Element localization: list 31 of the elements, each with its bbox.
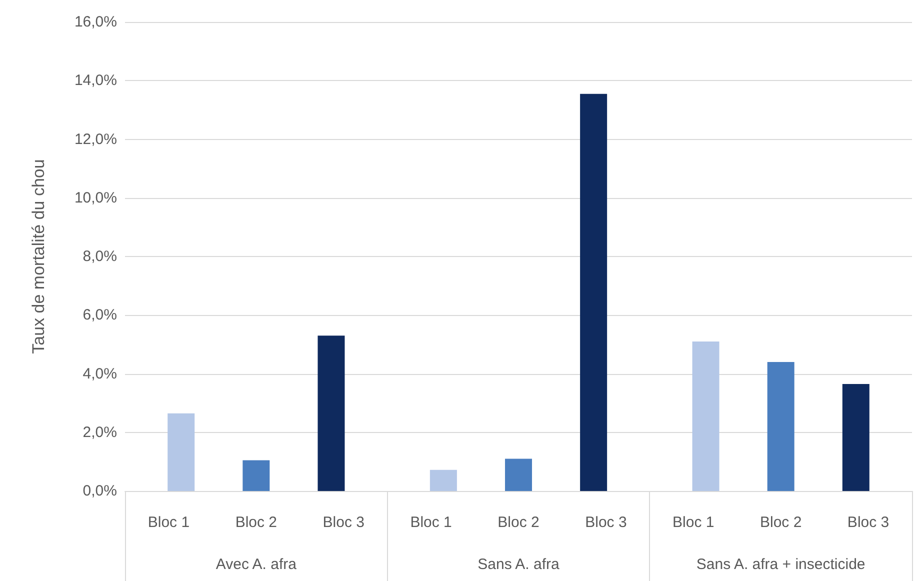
bar bbox=[168, 413, 195, 491]
y-tick-label: 8,0% bbox=[82, 248, 117, 265]
y-tick-label: 0,0% bbox=[82, 482, 117, 500]
y-tick-label: 4,0% bbox=[82, 365, 117, 382]
x-tick-label: Sans A. afra bbox=[478, 556, 560, 573]
y-tick-label: 16,0% bbox=[74, 14, 117, 30]
x-tick-label: Sans A. afra + insecticide bbox=[696, 556, 866, 573]
y-tick-label: 14,0% bbox=[74, 72, 117, 90]
text: Bloc 3 bbox=[847, 514, 890, 531]
bar bbox=[505, 458, 532, 491]
bar bbox=[242, 460, 270, 491]
y-tick-label: 2,0% bbox=[82, 424, 117, 441]
y-tick-label: 12,0% bbox=[74, 130, 117, 148]
y-tick-label: 10,0% bbox=[74, 189, 117, 206]
text: Bloc 1 bbox=[410, 514, 452, 531]
series-label: Bloc 2 bbox=[760, 514, 802, 531]
y-axis-title: Taux de mortalité du chou bbox=[29, 159, 48, 354]
bar bbox=[842, 384, 870, 491]
text: Bloc 1 bbox=[672, 514, 714, 531]
series-label: Bloc 1 bbox=[148, 514, 190, 531]
bar bbox=[692, 342, 720, 491]
y-tick-label: 6,0% bbox=[82, 306, 117, 324]
bar bbox=[318, 336, 345, 491]
x-tick-label: Avec A. afra bbox=[216, 556, 298, 573]
bar bbox=[767, 362, 794, 491]
series-label: Bloc 3 bbox=[322, 514, 364, 531]
text: Bloc 3 bbox=[585, 514, 627, 531]
text: Bloc 2 bbox=[235, 514, 278, 531]
text: Bloc 2 bbox=[498, 514, 540, 531]
bar bbox=[580, 94, 608, 491]
bar bbox=[430, 470, 457, 491]
